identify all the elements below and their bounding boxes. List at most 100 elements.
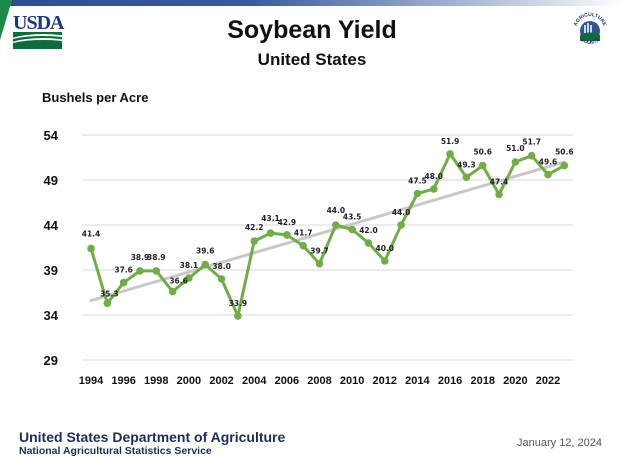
- data-point-2007[interactable]: [299, 241, 307, 250]
- y-tick-label: 39: [44, 263, 58, 278]
- y-axis-label: Bushels per Acre: [42, 90, 149, 105]
- usda-logo[interactable]: USDA: [13, 12, 64, 49]
- x-tick-label: 2002: [209, 375, 233, 387]
- data-point-2020[interactable]: [511, 158, 520, 166]
- x-tick-label: 1996: [111, 375, 135, 387]
- data-point-1994[interactable]: [87, 244, 95, 253]
- data-point-2014[interactable]: [413, 189, 422, 198]
- y-tick-label: 49: [44, 173, 58, 188]
- data-label-1994: 41.4: [82, 229, 101, 238]
- data-label-2004: 42.2: [245, 223, 264, 232]
- data-label-2018: 50.6: [473, 148, 492, 157]
- y-tick-label: 29: [44, 353, 58, 368]
- data-point-2021[interactable]: [527, 151, 536, 160]
- y-tick-label: 54: [44, 128, 59, 143]
- data-label-2021: 51.7: [522, 138, 541, 147]
- x-tick-label: 2008: [307, 375, 331, 387]
- data-point-2019[interactable]: [495, 190, 503, 199]
- svg-text:COUNTS: COUNTS: [579, 36, 601, 46]
- data-label-2019: 47.4: [490, 177, 509, 186]
- x-tick-label: 2000: [177, 375, 201, 387]
- header-accent: [0, 0, 12, 40]
- footer-org-name: United States Department of Agriculture: [19, 429, 286, 445]
- x-tick-label: 2022: [536, 375, 560, 387]
- data-point-2013[interactable]: [397, 221, 405, 229]
- agriculture-counts-logo[interactable]: AGRICULTURE COUNTS: [570, 8, 610, 52]
- x-tick-labels: 1994 1996 1998 2000 2002 2004 2006 2008 2010 2012…: [79, 375, 560, 387]
- x-tick-label: 1998: [144, 375, 168, 387]
- data-label-2005: 43.1: [261, 214, 280, 223]
- x-tick-label: 2020: [503, 375, 527, 387]
- data-point-2017[interactable]: [462, 173, 471, 182]
- data-point-2012[interactable]: [380, 257, 389, 265]
- x-tick-label: 2004: [242, 375, 267, 387]
- data-point-1996[interactable]: [119, 278, 128, 287]
- footer-agency-name: National Agricultural Statistics Service: [19, 445, 212, 457]
- data-point-2008[interactable]: [315, 259, 324, 268]
- data-point-2010[interactable]: [348, 225, 356, 234]
- data-label-2020: 51.0: [506, 144, 525, 153]
- data-point-2003[interactable]: [234, 312, 242, 320]
- data-labels-group: 41.4 35.3 37.6 38.938.9 36.6 38.1 39.6 38.0 33.9…: [82, 137, 574, 308]
- chart-title: Soybean Yield: [227, 16, 397, 44]
- data-label-2002: 38.0: [212, 262, 231, 271]
- data-label-2003: 33.9: [229, 299, 248, 308]
- data-label-2014: 47.5: [408, 177, 427, 186]
- data-point-2004[interactable]: [250, 237, 259, 245]
- data-point-2009[interactable]: [332, 221, 340, 229]
- trend-line: [89, 160, 566, 303]
- data-point-2022[interactable]: [544, 170, 552, 179]
- yield-series-group: [89, 152, 566, 318]
- data-label-1999: 36.6: [169, 277, 188, 286]
- y-tick-labels: 29 34 39 44 49 54: [44, 128, 59, 368]
- data-label-2022: 49.6: [539, 158, 558, 167]
- data-point-1997[interactable]: [136, 267, 144, 275]
- data-point-1995[interactable]: [103, 299, 112, 308]
- yield-line: [89, 152, 566, 318]
- data-point-2005[interactable]: [266, 229, 275, 237]
- data-point-1999[interactable]: [168, 287, 177, 296]
- data-point-2023[interactable]: [560, 161, 569, 170]
- data-point-2002[interactable]: [217, 275, 226, 283]
- x-tick-label: 2012: [373, 375, 397, 387]
- data-label-2011: 42.0: [359, 226, 378, 235]
- data-label-2007: 41.7: [294, 229, 313, 238]
- data-label-2013: 44.0: [392, 208, 411, 217]
- yield-points-group: [87, 150, 569, 320]
- data-point-2006[interactable]: [283, 231, 291, 239]
- x-tick-label: 1994: [79, 375, 104, 387]
- data-label-2016: 51.9: [441, 137, 460, 146]
- data-label-2008: 39.7: [310, 247, 329, 256]
- data-label-2010: 43.5: [343, 213, 362, 222]
- x-tick-label: 2016: [438, 375, 462, 387]
- y-tick-label: 34: [44, 308, 59, 323]
- usda-logo-field-icon: [13, 32, 62, 49]
- data-point-2011[interactable]: [364, 239, 373, 247]
- trend-line-group: [89, 160, 566, 303]
- data-label-2009: 44.0: [327, 206, 346, 215]
- data-label-1995: 35.3: [100, 289, 119, 298]
- data-label-1998: 38.9: [147, 253, 166, 262]
- data-point-2001[interactable]: [201, 260, 210, 269]
- footer-date: January 12, 2024: [517, 437, 603, 449]
- data-point-2015[interactable]: [429, 185, 438, 193]
- data-point-2000[interactable]: [185, 274, 193, 282]
- x-tick-label: 2018: [470, 375, 494, 387]
- data-label-2006: 42.9: [278, 218, 297, 227]
- y-tick-label: 44: [44, 218, 59, 233]
- data-label-2012: 40.0: [376, 244, 395, 253]
- header-band: [0, 0, 624, 6]
- x-tick-label: 2014: [405, 375, 430, 387]
- data-point-1998[interactable]: [152, 267, 161, 275]
- x-tick-label: 2006: [275, 375, 299, 387]
- data-point-2016[interactable]: [446, 150, 454, 158]
- chart-subtitle: United States: [257, 50, 367, 69]
- x-tick-label: 2010: [340, 375, 364, 387]
- data-label-2001: 39.6: [196, 247, 215, 256]
- usda-logo-text: USDA: [13, 12, 64, 34]
- data-label-1997: 38.9: [131, 253, 150, 262]
- data-label-2015: 48.0: [424, 172, 443, 181]
- data-point-2018[interactable]: [478, 161, 487, 170]
- agriculture-counts-icon: AGRICULTURE COUNTS: [573, 12, 608, 46]
